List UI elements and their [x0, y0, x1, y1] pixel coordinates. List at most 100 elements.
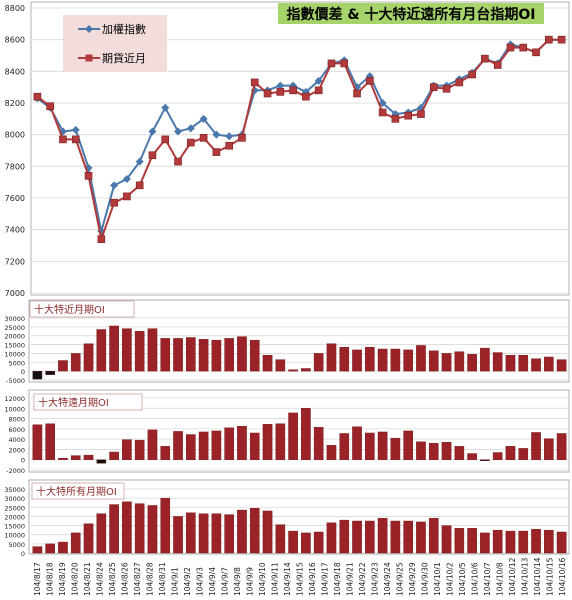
x-date-label: 104/9/16: [308, 562, 317, 596]
oi-bar: [262, 510, 273, 554]
data-point-futures: [455, 78, 464, 87]
x-date-label: 104/10/1: [433, 562, 442, 596]
x-date-label: 104/8/20: [71, 562, 80, 596]
data-point-futures: [84, 172, 93, 180]
data-point-futures: [148, 151, 157, 160]
oi-bar: [186, 337, 196, 372]
oi-bar: [544, 529, 554, 554]
data-point-futures: [353, 89, 361, 98]
oi-bar: [70, 455, 81, 460]
oi-bar: [556, 433, 567, 460]
oi-bar: [32, 370, 43, 380]
oi-bar: [122, 439, 132, 460]
y-tick-label: 20000: [4, 513, 25, 521]
x-date-label: 104/8/26: [121, 562, 130, 596]
y-tick-label: 25000: [4, 324, 25, 332]
data-point-futures: [481, 54, 489, 63]
oi-bar: [301, 368, 311, 372]
oi-bar: [313, 531, 324, 554]
oi-bar: [173, 338, 183, 372]
oi-bar: [83, 454, 94, 460]
far-month-oi-title: 十大特遠月期OI: [38, 396, 109, 409]
y-tick-label: 8600: [5, 36, 25, 45]
oi-bar: [173, 431, 183, 460]
oi-bar: [518, 355, 529, 372]
oi-bar: [288, 412, 298, 460]
oi-bar: [186, 512, 196, 554]
data-point-futures: [506, 43, 515, 52]
oi-bar: [198, 431, 209, 460]
index-vs-futures-line-chart: 7000 7200 7400 7600 7800 8000 8200 8400 8600 8800…: [5, 1, 570, 298]
oi-bar: [390, 348, 401, 372]
data-point-index: [122, 175, 131, 183]
oi-bar: [326, 343, 337, 372]
oi-bar: [70, 532, 81, 554]
data-point-futures: [123, 192, 131, 201]
oi-bar: [275, 524, 286, 554]
x-date-label: 104/8/24: [96, 562, 105, 596]
oi-bar: [326, 445, 337, 460]
x-date-label: 104/9/10: [258, 562, 267, 596]
x-date-label: 104/9/14: [283, 562, 292, 596]
oi-bar: [467, 354, 477, 372]
oi-bar: [531, 432, 541, 460]
data-point-futures: [417, 110, 425, 118]
near-month-oi-title: 十大特近月期OI: [34, 303, 105, 316]
oi-bar: [480, 459, 490, 461]
oi-bar: [492, 452, 503, 460]
legend-label-index: 加權指數: [102, 22, 146, 36]
data-point-futures: [174, 157, 182, 166]
x-date-label: 104/10/2: [445, 562, 454, 596]
oi-bar: [237, 509, 247, 554]
oi-bar: [45, 543, 55, 554]
y-tick-label: -2000: [6, 467, 25, 475]
data-point-futures: [327, 59, 336, 68]
oi-bar: [441, 442, 452, 460]
data-point-futures: [33, 92, 42, 101]
x-date-label: 104/9/3: [196, 567, 205, 596]
data-point-futures: [71, 135, 80, 144]
oi-bar: [301, 532, 311, 554]
oi-bar: [262, 424, 273, 460]
data-point-futures: [532, 48, 540, 57]
y-tick-label: 12000: [4, 395, 25, 403]
oi-bar: [32, 546, 43, 554]
oi-bar: [249, 508, 260, 554]
x-date-label: 104/9/9: [246, 567, 255, 596]
oi-bar: [454, 351, 465, 372]
data-point-futures: [557, 35, 566, 44]
oi-bar: [377, 431, 388, 460]
oi-bar: [441, 353, 452, 372]
oi-bar: [441, 525, 452, 554]
oi-bar: [339, 519, 350, 554]
oi-bar: [288, 530, 298, 554]
x-date-label: 104/10/14: [533, 557, 542, 596]
oi-bar: [147, 429, 158, 460]
x-date-label: 104/10/7: [483, 562, 492, 596]
oi-bar: [122, 328, 132, 372]
oi-bar: [262, 355, 273, 372]
data-point-futures: [545, 35, 553, 44]
oi-bar: [556, 531, 567, 554]
y-tick-label: 6000: [8, 426, 25, 434]
oi-bar: [403, 520, 413, 554]
far-month-oi-bar-chart: -2000 0 2000 4000 6000 8000 10000 12000 十大特遠月期O…: [4, 389, 570, 475]
x-date-label: 104/10/5: [458, 562, 467, 596]
legend-label-futures: 期貨近月: [102, 51, 146, 65]
oi-bar: [352, 426, 362, 460]
oi-bar: [186, 434, 196, 460]
x-date-label: 104/8/19: [58, 562, 67, 596]
data-point-futures: [366, 77, 374, 85]
oi-bar: [96, 329, 107, 372]
main-chart-title: 指數價差 & 十大特近遠所有月台指期OI: [286, 6, 535, 23]
oi-bar: [454, 446, 465, 460]
data-point-futures: [135, 181, 144, 190]
oi-bar: [416, 345, 426, 372]
x-date-label: 104/9/17: [320, 562, 329, 596]
data-point-futures: [340, 59, 349, 68]
y-tick-label: 8400: [5, 67, 25, 76]
y-tick-label: -5000: [6, 377, 25, 385]
x-date-label: 104/9/11: [271, 562, 280, 596]
